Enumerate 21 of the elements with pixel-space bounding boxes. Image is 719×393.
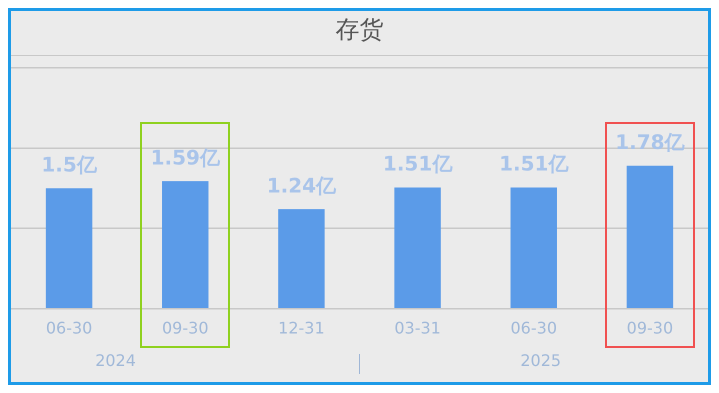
- x-tick-label: 03-31: [394, 318, 441, 338]
- data-label: 1.24亿: [266, 173, 338, 198]
- data-label: 1.5亿: [41, 152, 98, 177]
- text: 2025: [520, 351, 562, 370]
- bar: [278, 209, 325, 308]
- x-tick-label: 09-30: [626, 318, 674, 338]
- data-label: 1.78亿: [615, 130, 686, 154]
- x-tick-label: 12-31: [278, 318, 325, 338]
- x-tick-label: 06-30: [510, 318, 557, 338]
- bar: [46, 188, 92, 308]
- chart-title: 存货: [336, 16, 384, 44]
- text: 2024: [95, 351, 136, 370]
- bar: [162, 181, 208, 308]
- bar: [510, 187, 557, 308]
- bar: [626, 166, 674, 308]
- bar: [394, 187, 441, 308]
- data-label: 1.51亿: [499, 152, 570, 176]
- data-label: 1.51亿: [382, 152, 454, 176]
- x-tick-label: 09-30: [162, 318, 208, 338]
- data-label: 1.59亿: [150, 145, 221, 170]
- x-tick-label: 06-30: [46, 318, 92, 338]
